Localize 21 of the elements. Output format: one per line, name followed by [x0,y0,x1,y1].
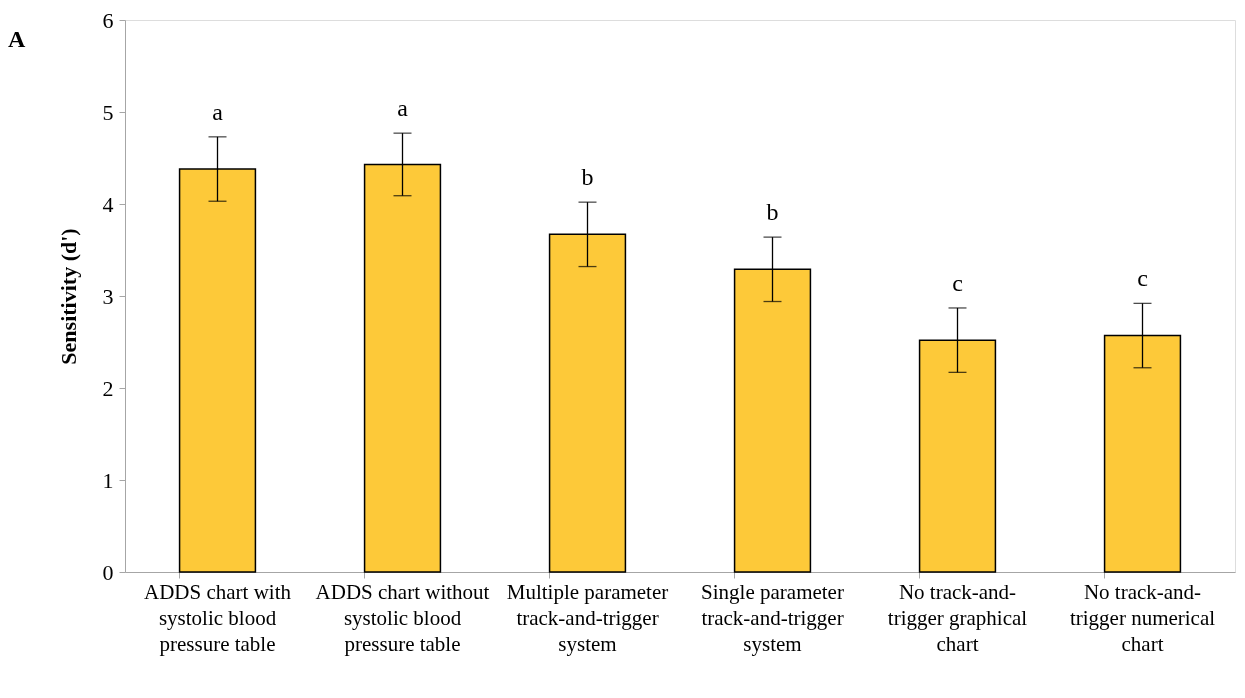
y-tick-label: 5 [102,99,114,125]
y-tick-label: 3 [102,283,114,309]
annotation: a [397,95,409,122]
annotation: b [581,164,594,191]
y-tick-label: 6 [102,7,114,33]
y-tick-label: 2 [102,375,114,401]
annotation: a [212,98,224,125]
x-tick-label: Single parameter track-and-trigger system [701,580,844,656]
y-tick-label: 0 [102,559,114,585]
x-tick-label: ADDS chart with systolic blood pressure table [144,580,292,656]
y-axis-title: Sensitivity (d') [55,228,81,365]
annotation: c [952,269,963,296]
x-tick-label: No track-and-trigger numerical chart [1069,580,1216,656]
y-tick-label: 1 [102,467,114,493]
annotation: c [1137,265,1148,292]
x-tick-label: Multiple parameter track-and-trigger system [506,580,669,656]
chart-title: A [8,26,26,52]
annotation: b [766,199,779,226]
y-tick-label: 4 [102,191,114,217]
x-tick-label: ADDS chart without systolic blood pressure table [315,580,490,656]
x-tick-label: No track-and-trigger graphical chart [887,580,1028,656]
